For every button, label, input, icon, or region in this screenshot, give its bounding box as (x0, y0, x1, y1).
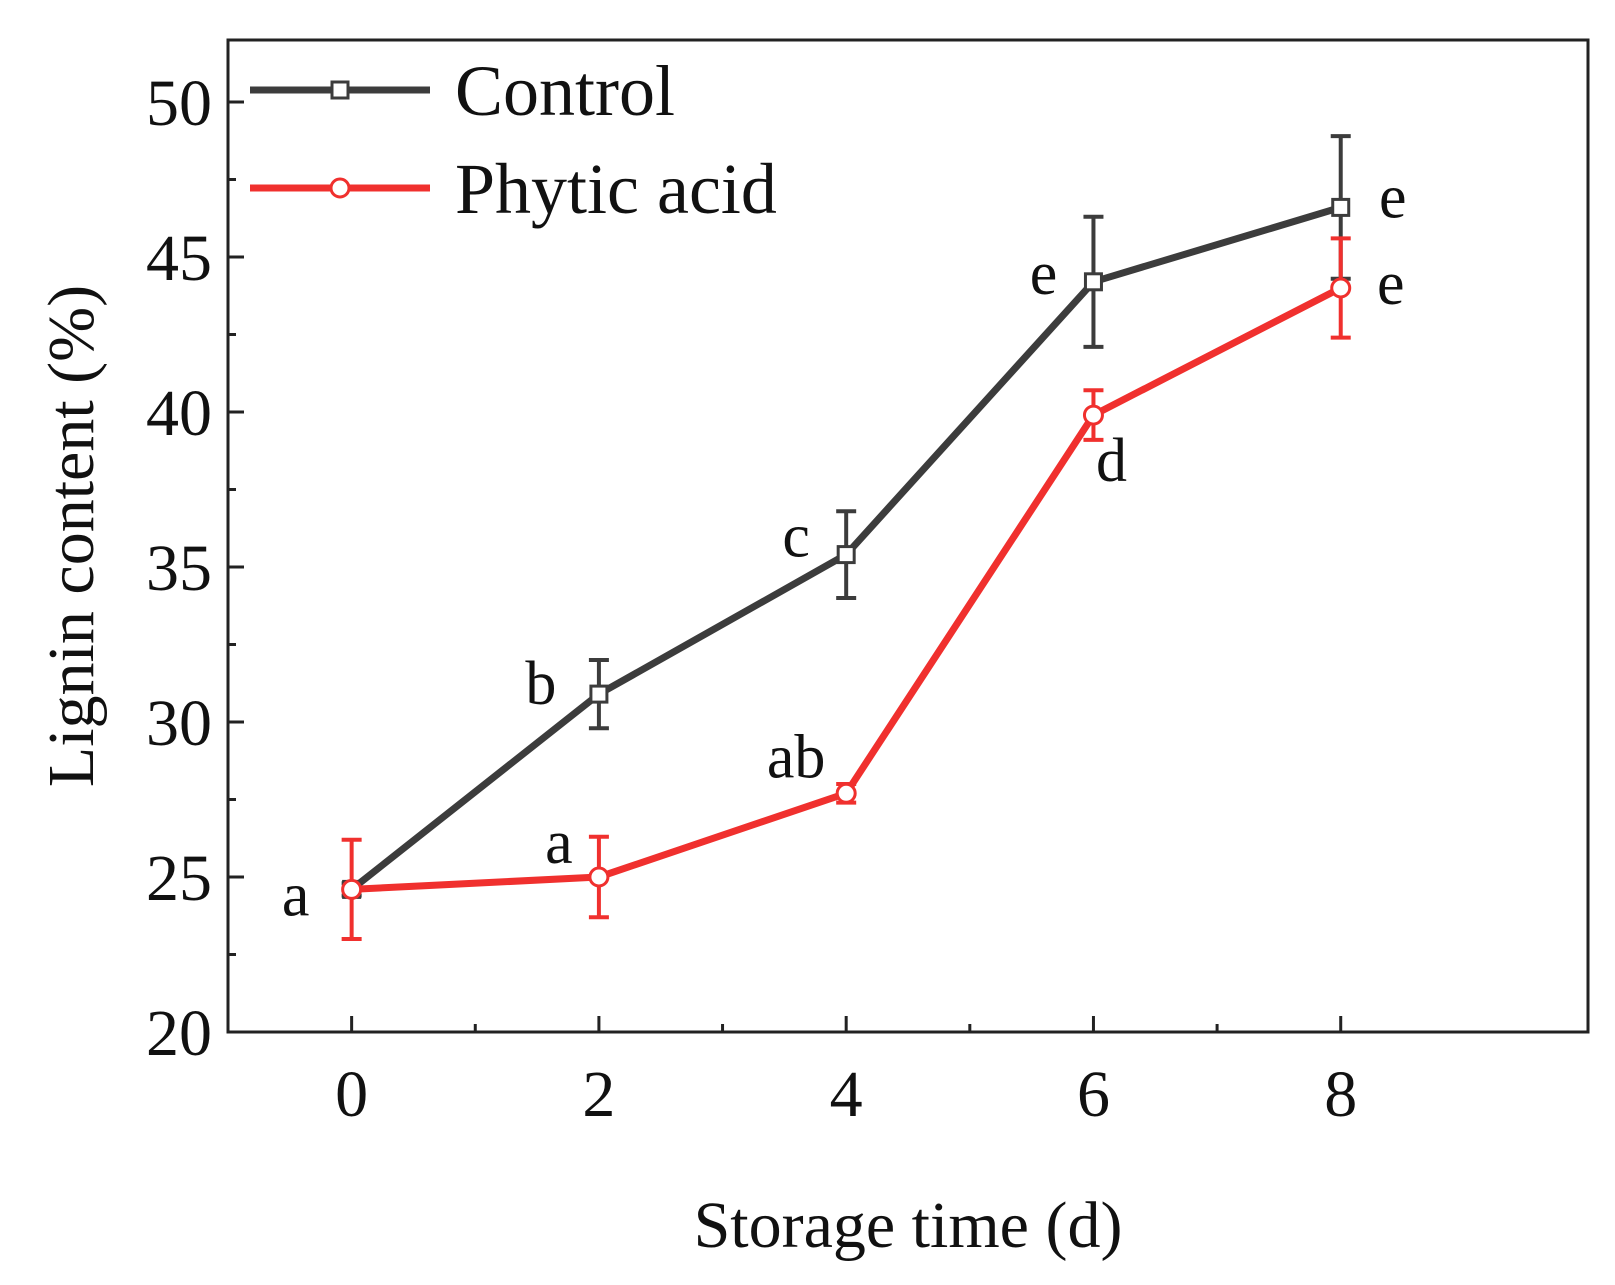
y-axis: 20 25 30 35 40 45 50 (146, 67, 244, 1070)
y-axis-title: Lignin content (%) (35, 285, 108, 787)
y-tick-label: 45 (146, 222, 212, 295)
x-axis-title: Storage time (d) (694, 1189, 1123, 1262)
x-tick-label: 6 (1077, 1058, 1110, 1131)
significance-letter: b (525, 650, 556, 718)
data-point-phytic-acid (835, 782, 857, 804)
significance-letter: a (545, 809, 573, 877)
data-point-control (836, 545, 856, 565)
x-tick-label: 0 (335, 1058, 368, 1131)
x-tick-label: 2 (582, 1058, 615, 1131)
significance-letter: e (1377, 250, 1405, 318)
significance-letter: ab (767, 723, 826, 791)
data-point-phytic-acid (1082, 404, 1104, 426)
legend-label-phytic-acid: Phytic acid (455, 149, 777, 229)
y-tick-label: 40 (146, 377, 212, 450)
y-tick-label: 30 (146, 687, 212, 760)
y-tick-label: 35 (146, 532, 212, 605)
data-point-phytic-acid (588, 866, 610, 888)
data-point-phytic-acid (341, 878, 363, 900)
series-layer (341, 134, 1352, 941)
data-point-control (589, 684, 609, 704)
data-point-control (1331, 197, 1351, 217)
legend: Control Phytic acid (250, 51, 777, 229)
significance-letter: c (782, 503, 810, 571)
y-tick-label: 25 (146, 842, 212, 915)
x-axis: 0 2 4 6 8 (335, 1016, 1357, 1131)
y-tick-label: 50 (146, 67, 212, 140)
legend-marker-control (330, 80, 350, 100)
y-tick-label: 20 (146, 997, 212, 1070)
significance-letter: d (1096, 427, 1127, 495)
legend-label-control: Control (455, 51, 675, 131)
significance-letter: a (282, 861, 310, 929)
data-point-control (1083, 272, 1103, 292)
significance-letter: e (1379, 163, 1407, 231)
x-tick-label: 8 (1324, 1058, 1357, 1131)
data-point-phytic-acid (1330, 277, 1352, 299)
plot-frame (226, 38, 1590, 1034)
legend-marker-phytic-acid (329, 177, 351, 199)
x-tick-label: 4 (830, 1058, 863, 1131)
significance-letter: e (1030, 240, 1058, 308)
